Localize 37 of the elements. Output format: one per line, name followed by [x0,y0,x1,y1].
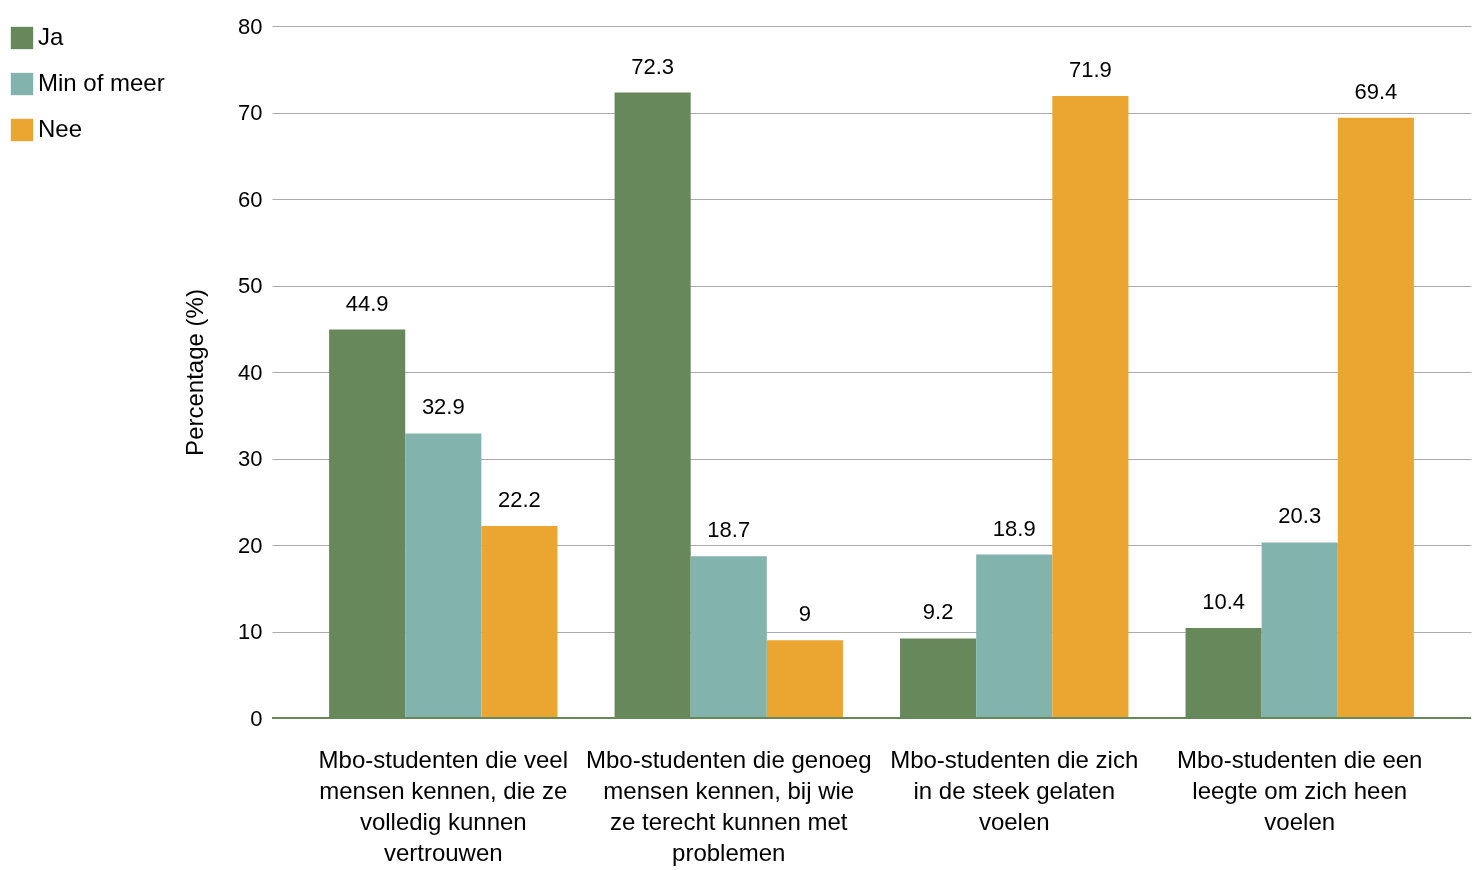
x-tick-label: Mbo-studenten die veel mensen kennen, die ze volledig kunnen vertrouwen [318,745,569,866]
y-tick-label: 40 [238,359,263,385]
data-label: 22.2 [498,486,541,512]
bar [1052,96,1129,718]
data-label: 44.9 [345,290,389,316]
bar [1261,542,1338,718]
y-tick-label: 80 [238,13,263,39]
legend-label: Min of meer [38,69,165,96]
y-tick-label: 60 [238,186,263,212]
data-label: 72.3 [631,53,675,79]
data-label: 9.2 [922,599,954,625]
bar [976,554,1053,718]
x-tick-label: Mbo-studenten die zich in de steek gelaten voelen [890,745,1139,835]
data-label: 32.9 [421,394,465,420]
legend-label: Nee [38,115,83,142]
data-label: 69.4 [1354,78,1398,104]
data-label: 18.9 [992,515,1036,541]
bar [1337,117,1414,718]
y-axis-title: Percentage (%) [181,289,209,456]
bar [690,556,767,718]
bar [481,525,558,718]
bar [766,640,843,718]
data-label: 10.4 [1202,589,1245,615]
y-tick-label: 0 [250,705,263,731]
bar [405,433,482,718]
data-label: 18.7 [707,517,751,543]
y-tick-label: 70 [238,100,263,125]
x-tick-label: Mbo-studenten die een leegte om zich heen voelen [1176,745,1423,835]
y-tick-label: 10 [238,619,263,644]
data-label: 20.3 [1278,503,1322,529]
y-tick-label: 30 [238,446,263,471]
x-tick-label: Mbo-studenten die genoeg mensen kennen, bij wie ze terecht kunnen met problemen [585,745,872,866]
y-tick-label: 20 [238,532,263,558]
data-label: 9 [798,601,812,627]
legend-label: Ja [38,23,64,50]
data-label: 71.9 [1068,57,1112,83]
y-tick-label: 50 [238,273,263,298]
